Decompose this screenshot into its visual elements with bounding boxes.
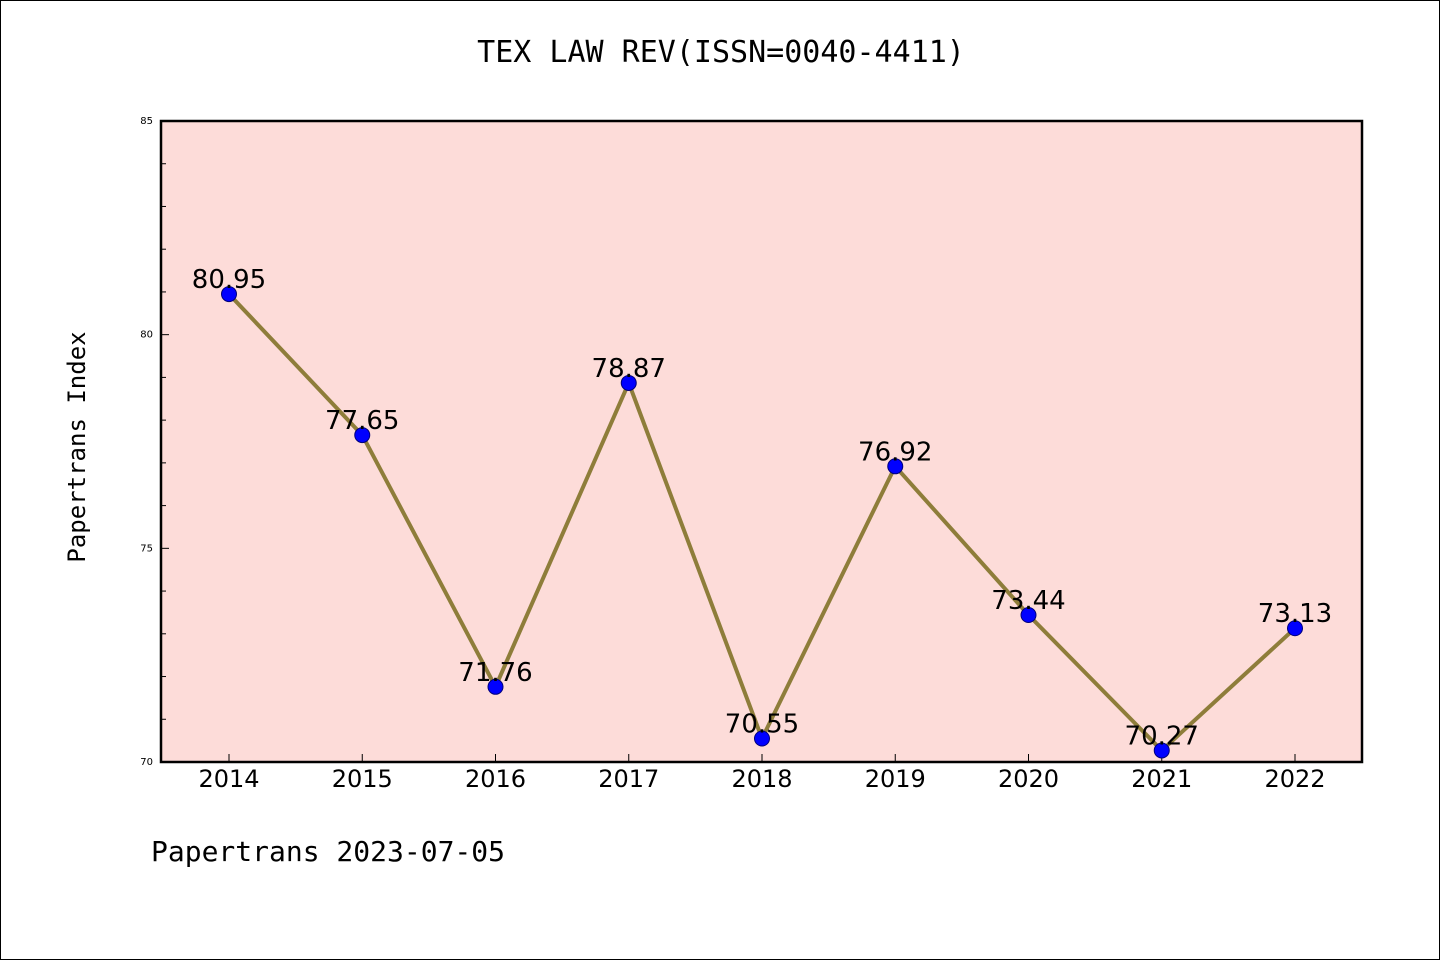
data-label: 76.92 [858,437,932,467]
data-point-marker [620,374,637,391]
x-tick-label: 2016 [465,765,526,793]
data-label: 73.44 [991,586,1065,616]
data-label: 78.87 [592,354,666,384]
x-tick-label: 2019 [865,765,926,793]
x-tick-label: 2017 [598,765,659,793]
data-label: 70.55 [725,709,799,739]
data-point-marker [1153,742,1170,759]
data-label: 71.76 [458,658,532,688]
data-point-marker [221,286,237,303]
data-label: 73.13 [1258,599,1332,629]
x-tick-label: 2015 [332,765,393,793]
y-tick-label: 80 [140,330,153,341]
data-label: 77.65 [325,406,399,436]
x-tick-label: 2021 [1131,765,1192,793]
data-point-marker [1020,606,1037,623]
data-point-marker [487,678,504,695]
data-point-marker [887,458,904,475]
series-group [221,286,1303,759]
data-point-marker [354,427,371,444]
plot-area [161,121,1362,762]
x-tick-label: 2022 [1264,765,1325,793]
x-tick-label: 2014 [198,765,259,793]
x-tick-label: 2020 [998,765,1059,793]
footer-note: Papertrans 2023-07-05 [151,835,506,868]
data-point-marker [754,730,770,747]
plot-frame [159,119,1364,764]
y-tick-label: 70 [140,757,153,768]
x-tick-label: 2018 [731,765,792,793]
data-labels: 80.95 77.65 71.76 78.87 70.55 76.92 73.44 70.27… [192,265,1332,751]
x-axis-ticks: 2014 2015 2016 2017 2018 2019 2020 2021 2022 [198,754,1326,793]
y-tick-label: 85 [140,116,153,127]
data-point-marker [1287,620,1303,637]
data-label: 80.95 [192,265,266,295]
chart-title: TEX LAW REV(ISSN=0040-4411) [477,35,965,70]
data-label: 70.27 [1125,721,1199,751]
y-tick-label: 75 [140,543,153,554]
